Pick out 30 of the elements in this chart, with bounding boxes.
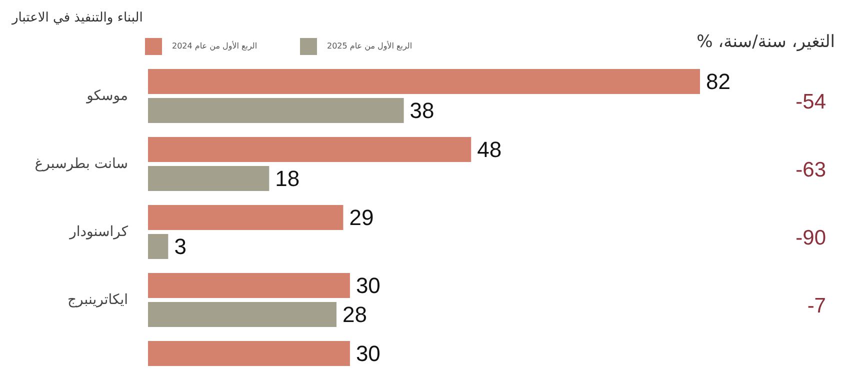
data-label: 3 bbox=[174, 234, 186, 259]
bar bbox=[148, 302, 336, 327]
bar bbox=[148, 98, 404, 123]
bar bbox=[148, 234, 168, 259]
text: -63 bbox=[796, 158, 826, 182]
bar bbox=[148, 205, 344, 230]
data-label: 82 bbox=[706, 69, 730, 94]
bar bbox=[148, 69, 700, 94]
bar bbox=[148, 137, 472, 162]
data-label: 30 bbox=[356, 341, 380, 366]
text: -54 bbox=[796, 90, 826, 114]
chart-title: البناء والتنفيذ في الاعتبار bbox=[11, 10, 143, 26]
y-tick-label: ايكاترينبرج bbox=[67, 292, 128, 308]
legend-label: الربع الأول من عام 2024 bbox=[172, 40, 258, 50]
text: التغير، سنة/سنة، % bbox=[696, 32, 835, 52]
y-tick-label: كراسنودار bbox=[68, 224, 128, 240]
text: -7 bbox=[807, 294, 826, 318]
y-tick-label: موسكو bbox=[86, 88, 128, 104]
y-tick-label: سانت بطرسبرغ bbox=[34, 156, 128, 172]
data-label: 48 bbox=[477, 137, 502, 162]
data-label: 38 bbox=[410, 98, 434, 123]
data-label: 30 bbox=[356, 273, 380, 298]
legend-label: الربع الأول من عام 2025 bbox=[327, 40, 412, 50]
data-label: 18 bbox=[275, 166, 300, 191]
text: -90 bbox=[796, 226, 826, 250]
data-label: 28 bbox=[342, 302, 367, 327]
bar bbox=[148, 166, 270, 191]
bar bbox=[148, 273, 350, 298]
bar bbox=[148, 341, 350, 366]
data-label: 29 bbox=[349, 205, 374, 230]
